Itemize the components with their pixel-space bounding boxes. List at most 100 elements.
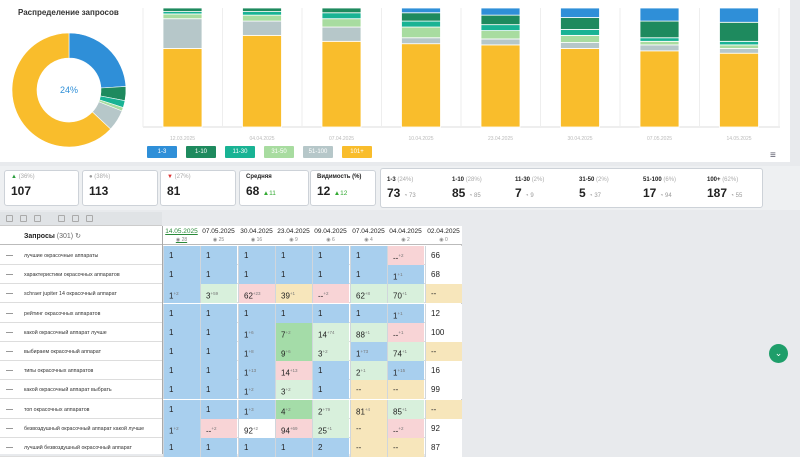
- table-row[interactable]: какой окрасочный аппарат выбрать 1 1 1+2 3+2…: [0, 380, 462, 400]
- query-text[interactable]: характеристики окрасочных аппаратов: [24, 272, 120, 279]
- date-column-header[interactable]: 07.05.2025 ◉ 25: [200, 228, 237, 244]
- position-cell[interactable]: 1: [163, 361, 200, 381]
- position-cell[interactable]: --: [425, 342, 462, 361]
- table-row[interactable]: характеристики окрасочных аппаратов 1 1 1 1 1…: [0, 265, 462, 285]
- bar-segment[interactable]: [162, 18, 203, 49]
- link-icon[interactable]: [34, 215, 41, 222]
- date-column-header[interactable]: 04.04.2025 ◉ 2: [387, 228, 424, 244]
- position-cell[interactable]: 1: [163, 380, 200, 400]
- position-cell[interactable]: 1: [163, 342, 200, 361]
- bar-segment[interactable]: [480, 7, 521, 16]
- position-cell[interactable]: 9+6: [275, 342, 312, 361]
- position-cell[interactable]: 39+1: [275, 284, 312, 304]
- bar-segment[interactable]: [401, 43, 441, 128]
- table-row[interactable]: выбираем окрасочный аппарат 1 1 1+8 9+6 3+2 1+…: [0, 342, 462, 361]
- position-cell[interactable]: 1: [350, 246, 387, 265]
- legend-item[interactable]: 1-3: [147, 146, 177, 158]
- bar-segment[interactable]: [560, 7, 600, 18]
- table-row[interactable]: лучший безвоздушный окрасочный аппарат 1 1…: [0, 438, 462, 457]
- position-cell[interactable]: 100: [425, 322, 462, 342]
- position-cell[interactable]: 1: [163, 246, 200, 265]
- position-cell[interactable]: --: [350, 380, 387, 400]
- position-cell[interactable]: 1: [312, 303, 349, 323]
- bar-segment[interactable]: [560, 42, 600, 49]
- row-handle-icon[interactable]: [6, 274, 13, 276]
- bar-segment[interactable]: [162, 7, 203, 12]
- row-handle-icon[interactable]: [6, 408, 13, 410]
- position-cell[interactable]: 1: [200, 322, 237, 342]
- bar-segment[interactable]: [719, 40, 759, 46]
- query-text[interactable]: какой окрасочный аппарат лучше: [24, 329, 107, 336]
- position-cell[interactable]: 1+2: [238, 380, 275, 400]
- position-cell[interactable]: --+2: [387, 246, 424, 265]
- position-cell[interactable]: 1: [163, 303, 200, 323]
- position-cell[interactable]: --: [350, 438, 387, 457]
- bar-segment[interactable]: [401, 12, 441, 22]
- position-cell[interactable]: 1+1: [387, 303, 424, 323]
- position-cell[interactable]: --+1: [387, 322, 424, 342]
- query-text[interactable]: выбираем окрасочный аппарат: [24, 349, 102, 355]
- queries-header[interactable]: Запросы (301) ↻: [24, 233, 81, 240]
- position-cell[interactable]: 1: [238, 303, 275, 323]
- range-100-plus[interactable]: 100+ (62%) 187 ◔ 55: [707, 177, 743, 200]
- legend-item[interactable]: 51-100: [303, 146, 333, 158]
- position-cell[interactable]: 2+1: [350, 361, 387, 381]
- bar-segment[interactable]: [242, 20, 282, 36]
- bar-segment[interactable]: [719, 52, 759, 128]
- bar-segment[interactable]: [719, 21, 759, 42]
- legend-item[interactable]: 1-10: [186, 146, 216, 158]
- position-cell[interactable]: 1: [238, 246, 275, 265]
- position-cell[interactable]: 92: [425, 418, 462, 438]
- bar-segment[interactable]: [719, 44, 759, 49]
- position-cell[interactable]: 1+15: [387, 361, 424, 381]
- date-column-header[interactable]: 02.04.2025 ◉ 0: [425, 228, 462, 244]
- refresh-icon[interactable]: ↻: [75, 233, 81, 240]
- legend-item[interactable]: 11-30: [225, 146, 255, 158]
- position-cell[interactable]: 4+2: [275, 399, 312, 419]
- position-cell[interactable]: --: [425, 399, 462, 419]
- position-cell[interactable]: 3+2: [275, 380, 312, 400]
- bar-segment[interactable]: [162, 13, 203, 20]
- range-31-50[interactable]: 31-50 (2%) 5 ◔ 37: [579, 177, 609, 200]
- row-handle-icon[interactable]: [6, 389, 13, 391]
- position-cell[interactable]: 99: [425, 380, 462, 400]
- date-column-header[interactable]: 09.04.2025 ◉ 6: [312, 228, 349, 244]
- stat-same[interactable]: ● (38%) 113: [82, 170, 158, 206]
- range-1-3[interactable]: 1-3 (24%) 73 ◔ 73: [387, 177, 416, 200]
- position-cell[interactable]: 1+73: [350, 342, 387, 361]
- table-row[interactable]: лучшие окрасочные аппараты 1 1 1 1 1 1 --+2 66: [0, 246, 462, 265]
- query-text[interactable]: рейтинг окрасочных аппаратов: [24, 310, 101, 317]
- position-cell[interactable]: --+2: [200, 418, 237, 438]
- export-icon[interactable]: [72, 215, 79, 222]
- position-cell[interactable]: 68: [425, 265, 462, 285]
- bar-segment[interactable]: [480, 14, 521, 26]
- position-cell[interactable]: 1+3: [238, 399, 275, 419]
- position-cell[interactable]: 1: [163, 438, 200, 457]
- position-cell[interactable]: 1: [200, 399, 237, 419]
- position-cell[interactable]: --+2: [312, 284, 349, 304]
- position-cell[interactable]: --: [350, 418, 387, 438]
- row-handle-icon[interactable]: [6, 255, 13, 256]
- bar-segment[interactable]: [719, 7, 759, 23]
- bar-segment[interactable]: [560, 17, 600, 30]
- position-cell[interactable]: --+2: [387, 418, 424, 438]
- bar-segment[interactable]: [639, 20, 680, 39]
- position-cell[interactable]: 1+13: [238, 361, 275, 381]
- row-handle-icon[interactable]: [6, 351, 13, 352]
- table-row[interactable]: рейтинг окрасочных аппаратов 1 1 1 1 1 1 1+1 12: [0, 303, 462, 323]
- range-1-10[interactable]: 1-10 (28%) 85 ◔ 85: [452, 177, 482, 200]
- position-cell[interactable]: 1: [200, 246, 237, 265]
- position-cell[interactable]: 12: [425, 303, 462, 323]
- date-column-header[interactable]: 07.04.2025 ◉ 4: [350, 228, 387, 244]
- query-text[interactable]: лучший безвоздушный окрасочный аппарат: [24, 445, 132, 451]
- bar-segment[interactable]: [321, 12, 362, 20]
- position-cell[interactable]: 1: [238, 265, 275, 285]
- bar-segment[interactable]: [480, 38, 521, 46]
- position-cell[interactable]: 2: [312, 438, 349, 457]
- query-text[interactable]: топ окрасочных аппаратов: [24, 406, 90, 413]
- position-cell[interactable]: --: [425, 284, 462, 304]
- position-cell[interactable]: 1: [238, 438, 275, 457]
- bar-segment[interactable]: [560, 29, 600, 36]
- position-cell[interactable]: 1: [163, 322, 200, 342]
- bar-segment[interactable]: [480, 30, 521, 40]
